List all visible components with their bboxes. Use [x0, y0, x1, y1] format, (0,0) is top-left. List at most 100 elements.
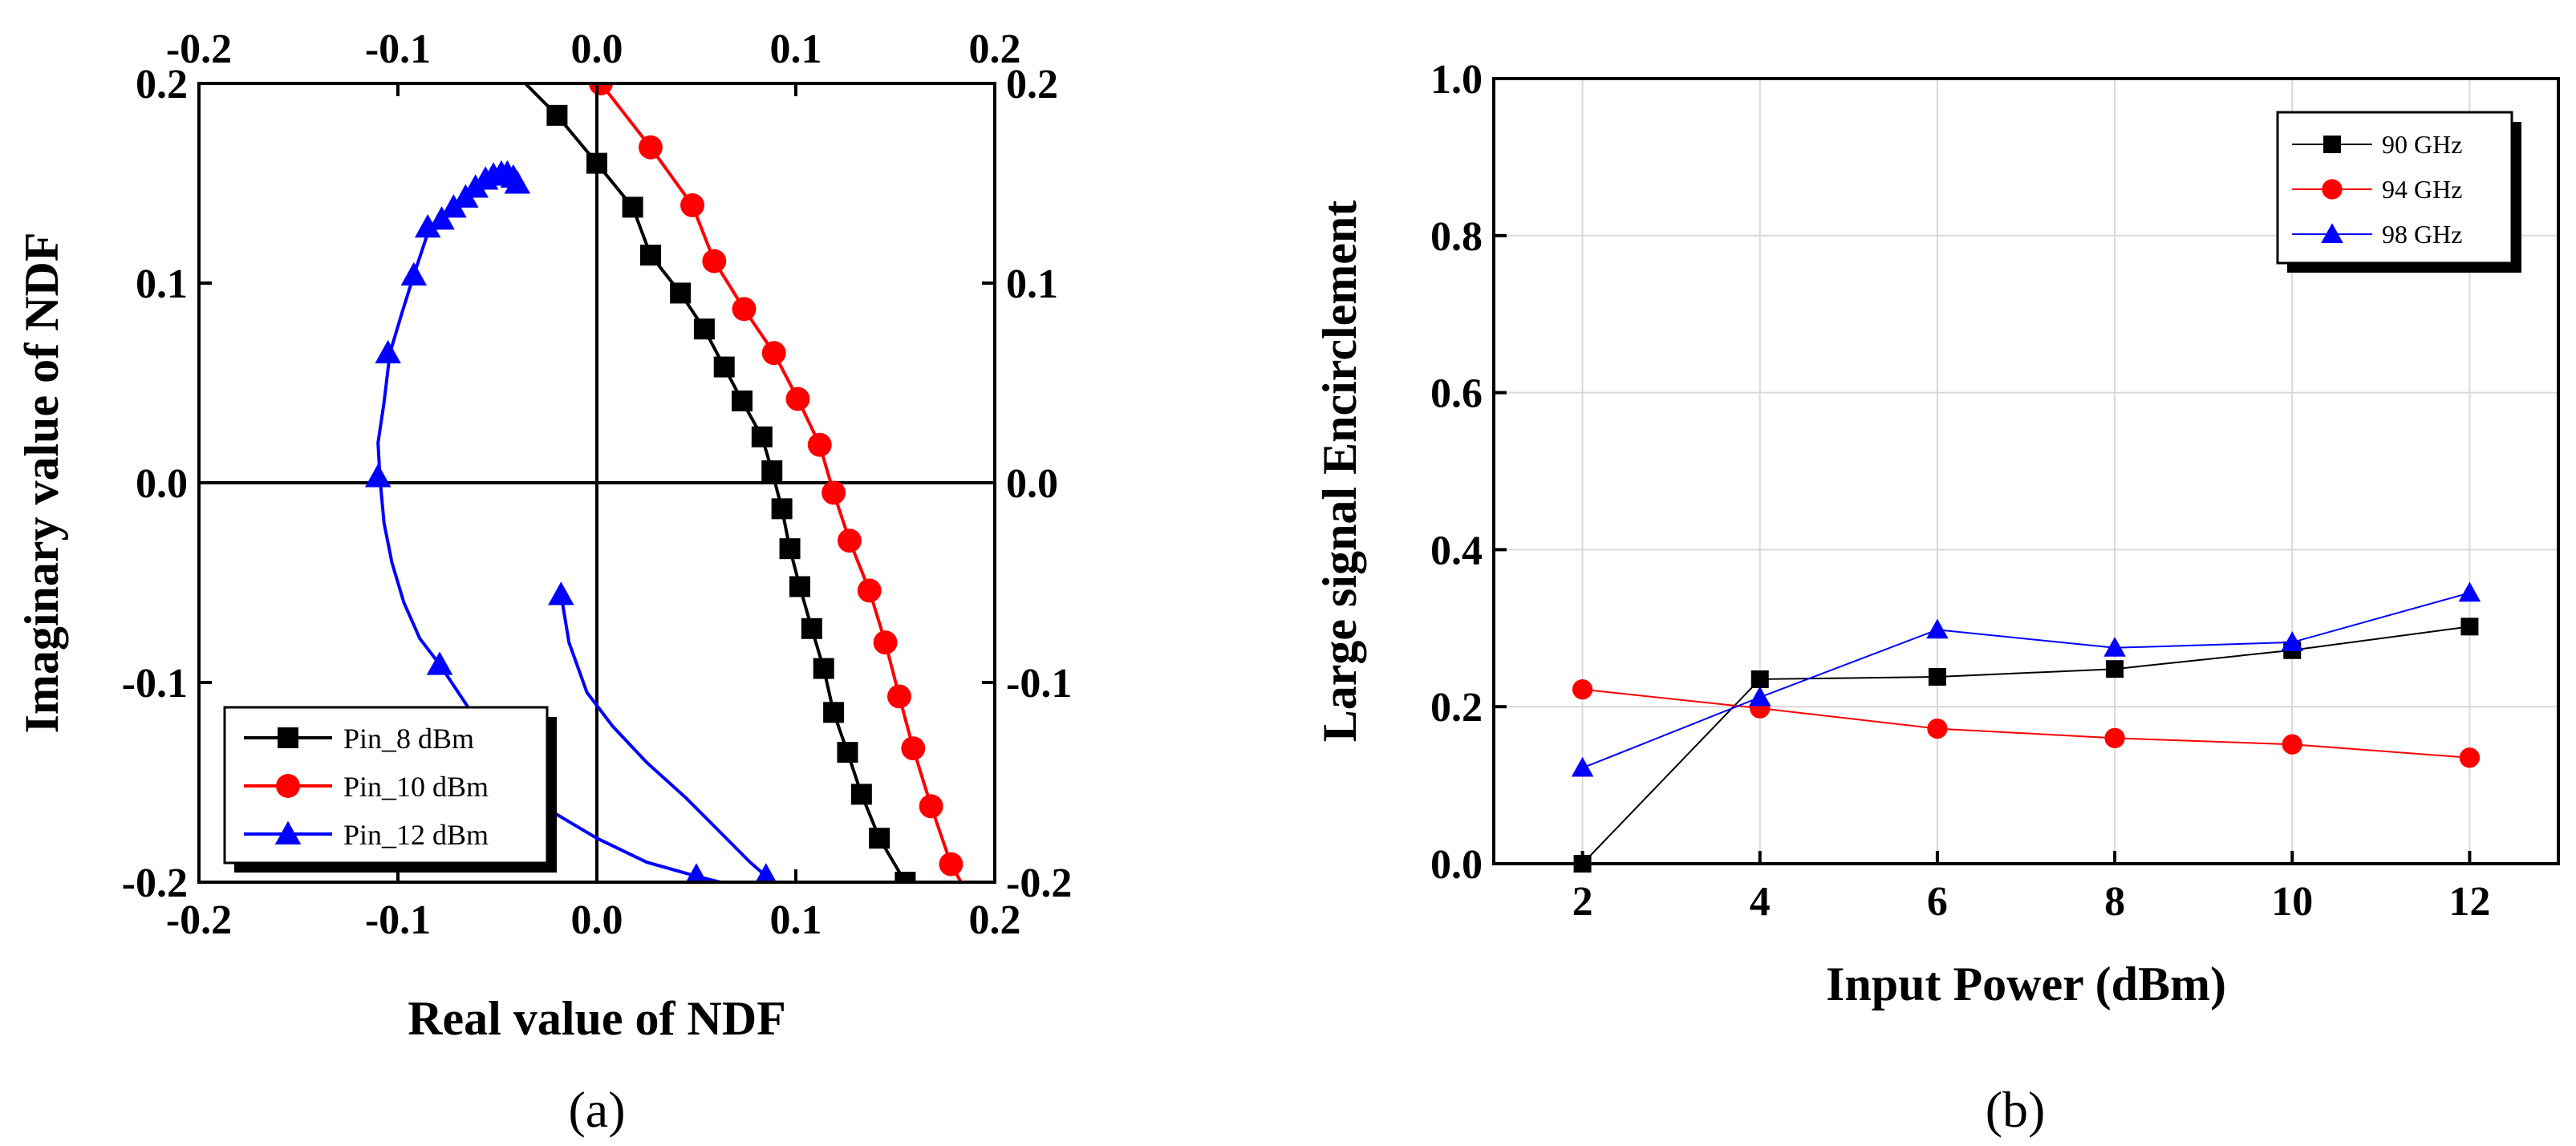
chart-a-series-0-point-13 [801, 618, 822, 639]
chart-a-series-0 [524, 83, 916, 882]
chart-a-series-1-point-8 [821, 480, 846, 505]
chart-a-series-0-point-6 [713, 356, 735, 378]
chart-a-series-1-point-13 [901, 736, 926, 761]
chart-a-series-1-point-12 [887, 684, 911, 709]
chart-b-series-0-point-3 [2106, 660, 2124, 678]
chart-a-y-tick-label-left-2: 0.0 [136, 461, 188, 507]
chart-a-series-2-point-13 [364, 464, 391, 488]
chart-a-series-1-point-0 [589, 83, 613, 95]
chart-a-series-0-point-11 [779, 538, 801, 560]
chart-b-series-0-point-1 [1750, 670, 1769, 688]
chart-a-y-tick-label-left-1: -0.1 [122, 661, 188, 707]
chart-a-y-tick-label-right-3: 0.1 [1006, 261, 1058, 307]
chart-a-series-2-point-8 [440, 194, 467, 218]
chart-a-series-1-point-15 [939, 852, 963, 877]
chart-b-series-0-point-2 [1928, 667, 1946, 686]
chart-a-legend-label-2: Pin_12 dBm [343, 819, 489, 851]
chart-b-legend-marker-1 [2322, 179, 2343, 200]
chart-b-frame [1492, 77, 2560, 865]
chart-b-legend-marker-2 [2321, 223, 2343, 243]
chart-a-series-0-point-16 [837, 742, 858, 763]
chart-b-series-2-point-2 [1926, 618, 1949, 639]
chart-b-y-tick-label-1: 0.2 [1430, 685, 1483, 731]
chart-b-series-2-line [1582, 592, 2470, 769]
chart-b-y-tick-label-0: 0.0 [1430, 842, 1483, 888]
chart-b-series-1-point-2 [1927, 718, 1948, 739]
chart-a-series-0-point-8 [751, 426, 773, 447]
chart-a-series-0-point-14 [813, 658, 834, 679]
chart-a-y-tick-label-left-0: -0.2 [122, 861, 188, 906]
chart-a-series-1-point-1 [639, 135, 663, 160]
chart-a-series-1-point-2 [680, 192, 704, 217]
chart-a-series-1-point-4 [732, 297, 757, 322]
chart-a-y-tick-label-right-1: -0.1 [1006, 661, 1072, 707]
chart-a-series-1-point-5 [761, 341, 786, 366]
chart-b-legend: 90 GHz 94 GHz 98 GHz [2276, 111, 2521, 273]
chart-a-series-1-point-3 [702, 249, 727, 273]
chart-a-legend-label-0: Pin_8 dBm [343, 723, 474, 755]
chart-b-legend-marker-0 [2323, 136, 2341, 153]
chart-a-y-tick-label-right-0: -0.2 [1006, 861, 1072, 906]
chart-a-series-0-point-19 [895, 872, 916, 882]
chart-a-series-1-point-6 [785, 387, 810, 411]
chart-a-x-tick-label-top-1: -0.1 [365, 26, 431, 72]
chart-a-series-1-point-9 [838, 528, 862, 553]
chart-b-x-tick-label-1: 4 [1750, 879, 1771, 925]
chart-b-y-tick-label-2: 0.4 [1430, 528, 1483, 573]
chart-a-series-2-point-14 [426, 651, 453, 675]
chart-a-legend-marker-2 [274, 820, 302, 844]
chart-a-y-tick-label-right-4: 0.2 [1006, 62, 1058, 107]
chart-a-x-tick-label-top-4: 0.2 [969, 26, 1021, 72]
chart-b-series-1-point-5 [2459, 747, 2481, 768]
chart-a-series-0-point-7 [732, 390, 753, 411]
chart-a-y-tick-label-left-4: 0.2 [136, 62, 188, 107]
chart-a-series-2-point-10 [414, 214, 441, 238]
chart-b-encirclement-plot: 2 4 6 8 10 12 0.0 0.2 0.4 0.6 0.8 1.0 Input Power (d… [1313, 57, 2560, 1138]
chart-a-series-2-point-9 [428, 206, 455, 230]
chart-a-y-axis-label: Imaginary value of NDF [15, 233, 68, 734]
chart-a-series-0-point-3 [639, 245, 661, 266]
chart-a-series-2-point-16 [685, 863, 708, 882]
chart-a-series-1-point-14 [919, 794, 943, 819]
chart-b-x-axis-label: Input Power (dBm) [1826, 958, 2226, 1010]
chart-a-caption: (a) [568, 1081, 625, 1138]
chart-a-x-tick-label-top-3: 0.1 [770, 26, 822, 72]
chart-a-series-0-point-1 [586, 152, 607, 174]
chart-a-series-0-point-15 [823, 702, 845, 723]
chart-a-ndf-plot: -0.2-0.2-0.2 -0.2-0.1-0.1-0.1 -0.10.00.00.… [15, 26, 1072, 1138]
chart-a-x-tick-label-bottom-3: 0.1 [770, 897, 822, 943]
chart-b-y-tick-label-4: 0.8 [1430, 214, 1483, 260]
chart-b-series-0-point-5 [2460, 618, 2479, 636]
chart-a-series-1-point-10 [857, 578, 882, 603]
chart-b-series-2-point-3 [2103, 637, 2126, 657]
chart-a-series-2-line-1 [559, 594, 775, 882]
chart-b-x-tick-label-5: 12 [2448, 879, 2490, 925]
chart-b-series-2-point-1 [1749, 686, 1771, 707]
chart-b-series-1-point-3 [2104, 727, 2125, 749]
chart-b-x-tick-label-2: 6 [1927, 879, 1948, 925]
chart-a-series-2-point-12 [375, 339, 401, 364]
chart-a-series-1-point-7 [807, 432, 832, 457]
chart-b-y-tick-label-5: 1.0 [1430, 57, 1483, 103]
chart-b-y-tick-label-3: 0.6 [1430, 371, 1483, 417]
chart-b-series-2-point-0 [1571, 756, 1594, 777]
chart-b-legend-box [2276, 111, 2513, 265]
chart-a-series-0-point-4 [670, 282, 692, 304]
chart-a-legend-marker-0 [278, 727, 298, 748]
chart-b-series-0-line [1581, 626, 2470, 865]
chart-a-x-axis-label: Real value of NDF [408, 992, 786, 1045]
chart-a-series-0-point-12 [789, 576, 810, 597]
chart-a-y-tick-label-left-3: 0.1 [136, 261, 188, 307]
chart-a-y-tick-label-right-2: 0.0 [1006, 461, 1058, 507]
chart-a-x-tick-label-bottom-4: 0.2 [969, 897, 1021, 943]
chart-b-legend-label-2: 98 GHz [2382, 220, 2462, 249]
chart-a-legend-label-1: Pin_10 dBm [343, 771, 489, 803]
chart-a-x-tick-label-top-2: 0.0 [571, 26, 623, 72]
chart-b-series-2-point-5 [2458, 581, 2481, 602]
chart-b-series-1 [1572, 679, 2481, 768]
chart-b-legend-label-1: 94 GHz [2382, 175, 2462, 204]
chart-a-legend-marker-1 [276, 774, 300, 798]
chart-a-x-tick-label-bottom-1: -0.1 [365, 897, 431, 943]
chart-a-series-1 [589, 83, 963, 882]
